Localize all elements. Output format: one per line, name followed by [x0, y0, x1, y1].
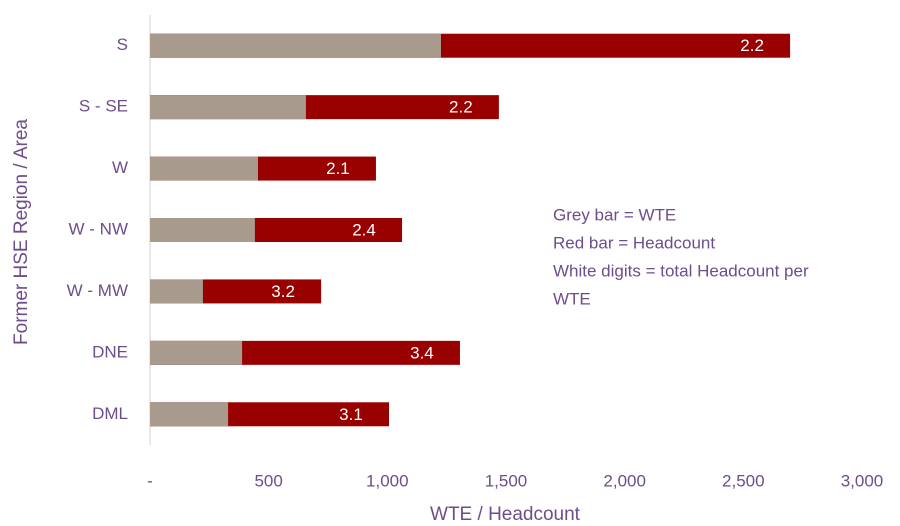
bar: [150, 218, 255, 242]
y-tick-label: DML: [92, 404, 128, 423]
value-label: 3.1: [339, 405, 363, 424]
y-tick-label: S - SE: [79, 97, 128, 116]
x-tick-label: 2,000: [603, 471, 646, 490]
x-tick-label: -: [147, 471, 153, 490]
x-tick-label: 2,500: [722, 471, 765, 490]
annotation: WTE: [553, 289, 591, 308]
x-tick-label: 3,000: [841, 471, 884, 490]
y-axis-label: Former HSE Region / Area: [11, 119, 32, 345]
value-label: 2.2: [740, 36, 764, 55]
value-label: 2.4: [352, 220, 376, 239]
bar: [150, 33, 441, 58]
y-tick-label: W - NW: [69, 219, 128, 238]
bar: [150, 340, 243, 365]
y-tick-label: W - MW: [67, 281, 128, 300]
value-label: 2.1: [326, 159, 350, 178]
bar: [150, 95, 306, 120]
y-tick-label: DNE: [92, 342, 128, 361]
value-label: 3.2: [271, 282, 295, 301]
annotation: Grey bar = WTE: [553, 205, 676, 224]
bar: [150, 279, 203, 304]
bar: [150, 402, 229, 427]
x-tick-label: 500: [254, 471, 282, 490]
annotation: White digits = total Headcount per: [553, 261, 809, 280]
x-axis-label: WTE / Headcount: [430, 504, 581, 525]
y-tick-label: S: [117, 35, 128, 54]
bar: [150, 156, 258, 181]
annotation: Red bar = Headcount: [553, 233, 715, 252]
x-tick-label: 1,000: [366, 471, 409, 490]
y-tick-label: W: [112, 158, 128, 177]
value-label: 3.4: [410, 343, 434, 362]
x-tick-label: 1,500: [485, 471, 528, 490]
value-label: 2.2: [449, 98, 473, 117]
